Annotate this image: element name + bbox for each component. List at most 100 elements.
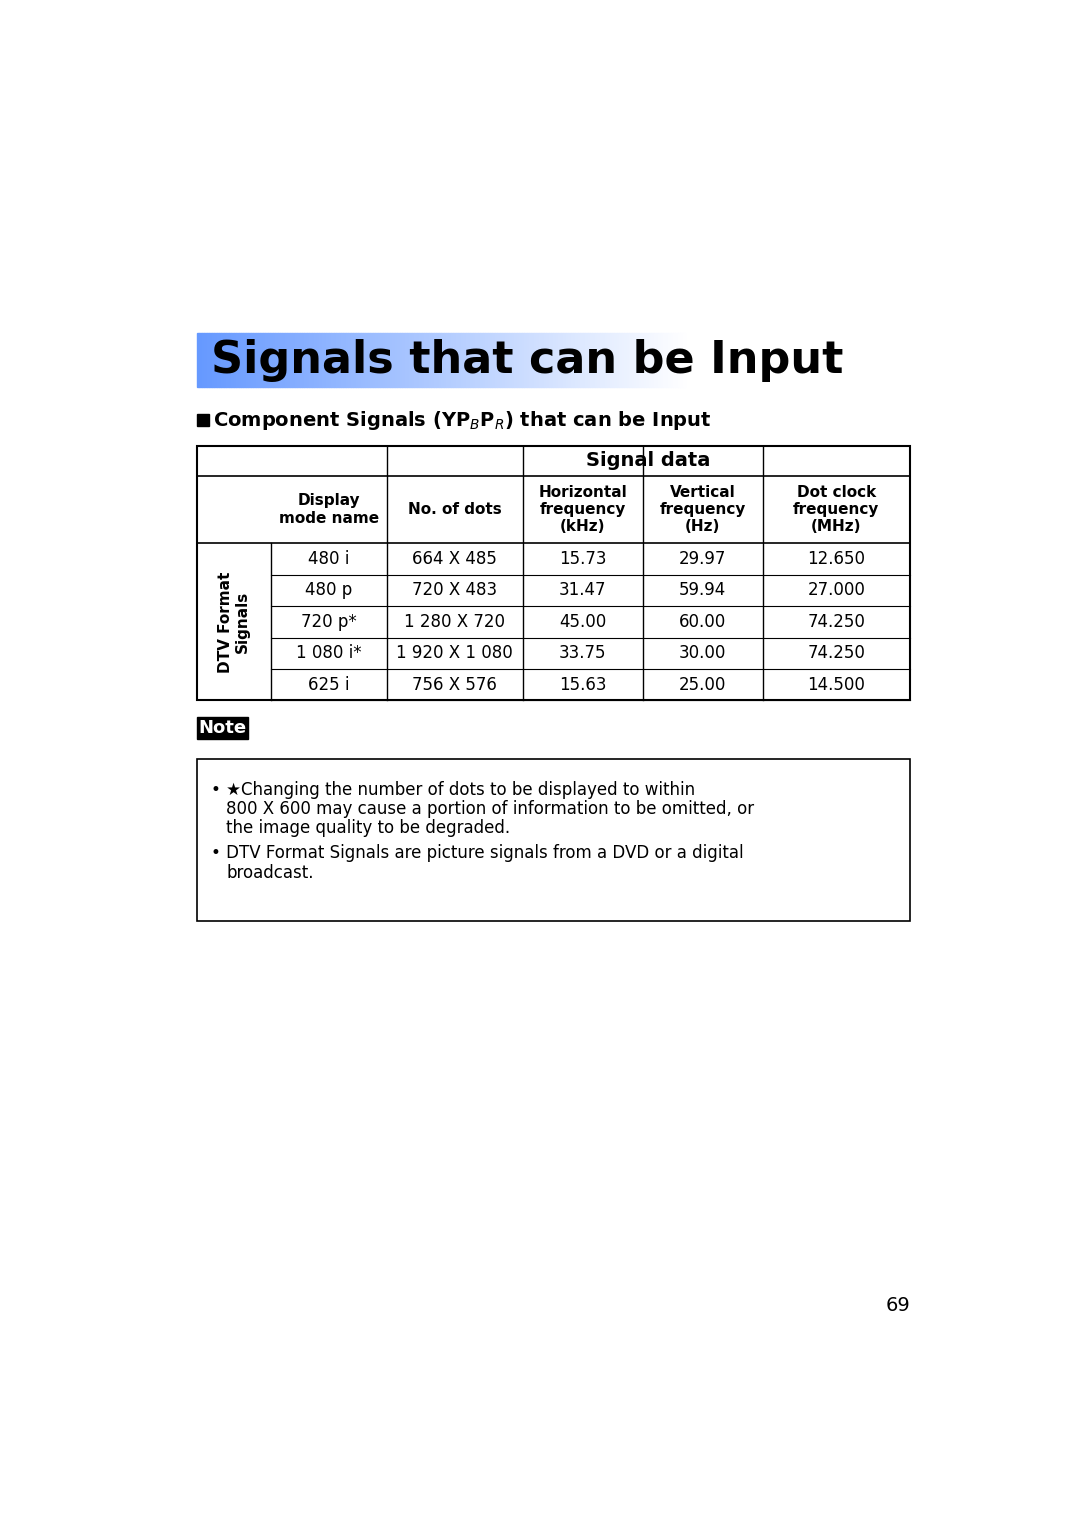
Bar <box>216 332 219 387</box>
Bar <box>639 332 642 387</box>
Text: 800 X 600 may cause a portion of information to be omitted, or: 800 X 600 may cause a portion of informa… <box>227 799 755 817</box>
Bar <box>302 332 305 387</box>
Bar <box>202 332 204 387</box>
Text: 1 280 X 720: 1 280 X 720 <box>404 613 505 631</box>
Bar <box>392 332 395 387</box>
Bar <box>322 332 324 387</box>
Bar <box>260 332 262 387</box>
Bar <box>305 332 307 387</box>
Bar <box>289 332 293 387</box>
Bar <box>661 332 663 387</box>
Bar <box>256 332 258 387</box>
Bar <box>212 332 214 387</box>
Bar <box>653 332 656 387</box>
Text: Component Signals (YP$_B$P$_R$) that can be Input: Component Signals (YP$_B$P$_R$) that can… <box>213 409 712 432</box>
Bar <box>251 332 253 387</box>
Bar <box>353 332 355 387</box>
Text: Vertical
frequency
(Hz): Vertical frequency (Hz) <box>660 485 746 534</box>
Bar <box>309 332 312 387</box>
Bar <box>527 332 529 387</box>
Bar <box>556 332 558 387</box>
Bar <box>246 332 248 387</box>
Bar <box>590 332 593 387</box>
Text: 31.47: 31.47 <box>558 581 606 599</box>
Bar <box>231 332 233 387</box>
Bar <box>258 332 260 387</box>
Bar <box>295 332 297 387</box>
Bar <box>237 332 239 387</box>
Bar <box>400 332 402 387</box>
Bar <box>607 332 609 387</box>
Text: 15.73: 15.73 <box>558 551 606 569</box>
Bar <box>278 332 280 387</box>
Bar <box>624 332 626 387</box>
Bar <box>359 332 361 387</box>
Bar <box>206 332 210 387</box>
Bar <box>241 332 243 387</box>
Bar <box>510 332 512 387</box>
Bar <box>361 332 363 387</box>
Bar <box>599 332 603 387</box>
Bar <box>541 332 543 387</box>
Text: 69: 69 <box>886 1296 910 1315</box>
Bar <box>615 332 617 387</box>
Bar <box>597 332 599 387</box>
Bar <box>630 332 632 387</box>
Bar <box>248 332 251 387</box>
Bar <box>642 332 644 387</box>
Bar <box>500 332 502 387</box>
Bar <box>566 332 568 387</box>
Text: Signals that can be Input: Signals that can be Input <box>211 339 843 381</box>
Bar <box>465 332 468 387</box>
Text: broadcast.: broadcast. <box>227 863 314 881</box>
Bar <box>561 332 563 387</box>
Bar <box>619 332 622 387</box>
Bar <box>570 332 573 387</box>
Text: 74.250: 74.250 <box>808 645 865 662</box>
Bar <box>454 332 456 387</box>
Bar <box>588 332 590 387</box>
Bar <box>673 332 675 387</box>
Bar <box>316 332 319 387</box>
Bar <box>485 332 487 387</box>
Bar <box>319 332 322 387</box>
Bar <box>285 332 287 387</box>
Bar <box>197 717 248 740</box>
Text: 15.63: 15.63 <box>558 676 606 694</box>
Bar <box>656 332 659 387</box>
Bar <box>409 332 411 387</box>
Bar <box>504 332 507 387</box>
Text: DTV Format
Signals: DTV Format Signals <box>217 572 249 673</box>
Bar <box>492 332 495 387</box>
Bar <box>524 332 527 387</box>
Bar <box>370 332 373 387</box>
Bar <box>519 332 522 387</box>
Bar <box>411 332 415 387</box>
Bar <box>224 332 227 387</box>
Bar <box>671 332 673 387</box>
Bar <box>481 332 483 387</box>
Bar <box>483 332 485 387</box>
Bar <box>314 332 316 387</box>
Text: No. of dots: No. of dots <box>408 502 501 517</box>
Bar <box>444 332 446 387</box>
Bar <box>522 332 524 387</box>
Bar <box>419 332 421 387</box>
Bar <box>636 332 639 387</box>
Bar <box>490 332 492 387</box>
Bar <box>378 332 380 387</box>
Bar <box>363 332 365 387</box>
Bar <box>448 332 450 387</box>
Bar <box>200 332 202 387</box>
Bar <box>297 332 299 387</box>
Bar <box>593 332 595 387</box>
Bar <box>388 332 390 387</box>
Text: 664 X 485: 664 X 485 <box>413 551 497 569</box>
Bar <box>227 332 229 387</box>
Bar <box>283 332 285 387</box>
Bar <box>417 332 419 387</box>
Bar <box>415 332 417 387</box>
Bar <box>471 332 473 387</box>
Bar <box>253 332 256 387</box>
Bar <box>239 332 241 387</box>
